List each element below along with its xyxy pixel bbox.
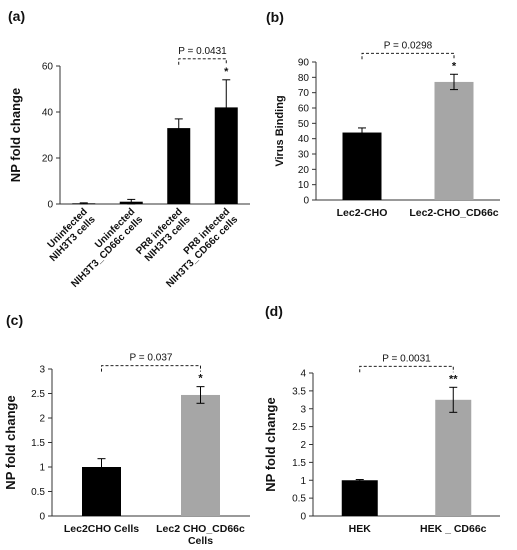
x-category-label-line: Lec2-CHO_CD66c [409,207,498,219]
y-tick-label: 3 [39,365,45,376]
chart-panel-3: (c) NP fold change 0 0.5 1 1.5 2 2.5 3 Lec2CHO Ce… [3,312,250,547]
panel-label: (b) [266,9,284,25]
p-value-label: P = 0.037 [130,353,173,364]
p-value-label: P = 0.0431 [178,46,227,57]
y-tick-label: 30 [298,150,310,161]
y-tick-label: 20 [42,154,54,165]
bar [435,399,472,516]
panel-label: (a) [8,8,25,24]
x-category-label: Lec2CHO Cells [64,523,139,535]
bar [167,128,191,204]
p-value-label: P = 0.0298 [384,40,433,51]
y-tick-label: 60 [298,104,310,115]
x-category-label-line: HEK [349,523,372,535]
y-tick-label: 1 [39,463,45,474]
x-category-label-line: Cells [188,535,213,547]
y-tick-label: 2 [300,440,306,451]
x-category-label-line: HEK _ CD66c [420,523,487,535]
y-tick-label: 20 [298,165,310,176]
y-tick-label: 0.5 [292,494,306,505]
y-tick-label: 1.5 [31,438,45,449]
y-tick-label: 0 [39,512,45,523]
x-category-label: Lec2 CHO_CD66c Cells [156,523,245,547]
y-tick-label: 40 [42,108,54,119]
significance-star: * [452,60,457,72]
y-tick-label: 0 [47,200,53,211]
x-category-label-line: Lec2 CHO_CD66c [156,523,245,535]
significance-star: ** [449,373,458,385]
y-axis-label: NP fold change [8,88,23,182]
y-tick-label: 80 [298,73,310,84]
chart-panel-1: (a) NP fold change 0 20 40 60 UninfectedNIH3T3… [8,8,250,290]
panel-label: (c) [6,312,23,328]
x-category-label: UninfectedNIH3T3 cells [40,206,98,264]
y-axis-label: Virus Binding [274,95,286,166]
x-category-label-line: Lec2-CHO [337,207,388,219]
y-tick-label: 0 [303,196,309,207]
y-tick-label: 2.5 [31,389,45,400]
chart-panel-4: (d) NP fold change 0 0.5 1 1.5 2 2.5 3 3.5 4 HEK HEK… [263,303,500,535]
y-tick-label: 0.5 [31,487,45,498]
significance-bracket [361,52,455,60]
y-tick-label: 2 [39,414,45,425]
y-tick-label: 4 [300,369,306,380]
y-tick-label: 3 [300,404,306,415]
bar [341,480,378,516]
significance-bracket [101,365,201,372]
y-tick-label: 0 [300,512,306,523]
significance-star: * [224,66,229,78]
chart-panel-2: (b) Virus Binding 0 10 20 30 40 50 60 70 80 90 Lec2-… [266,9,500,219]
y-tick-label: 2.5 [292,422,306,433]
panel-label: (d) [265,303,283,319]
y-axis-label: NP fold change [3,395,18,489]
significance-bracket [178,58,227,65]
significance-star: * [198,373,203,385]
x-category-label: PR8 infectedNIH3T3 cells [134,206,193,265]
bar [434,81,474,200]
x-category-label: HEK _ CD66c [420,523,487,535]
x-category-label: HEK [349,523,372,535]
y-tick-label: 70 [298,88,310,99]
y-tick-label: 1.5 [292,458,306,469]
y-tick-label: 90 [298,58,310,69]
bar [181,394,220,516]
bar [342,132,382,200]
p-value-label: P = 0.0031 [382,353,431,364]
y-tick-label: 10 [298,180,310,191]
bar [214,107,238,204]
y-axis-label: NP fold change [263,397,278,491]
y-tick-label: 1 [300,476,306,487]
x-category-label-line: Lec2CHO Cells [64,523,139,535]
x-category-label: Lec2-CHO_CD66c [409,207,498,219]
y-tick-label: 40 [298,134,310,145]
y-tick-label: 3.5 [292,386,306,397]
y-tick-label: 60 [42,62,54,73]
x-category-label: Lec2-CHO [337,207,388,219]
y-tick-label: 50 [298,119,310,130]
significance-bracket [359,365,454,373]
